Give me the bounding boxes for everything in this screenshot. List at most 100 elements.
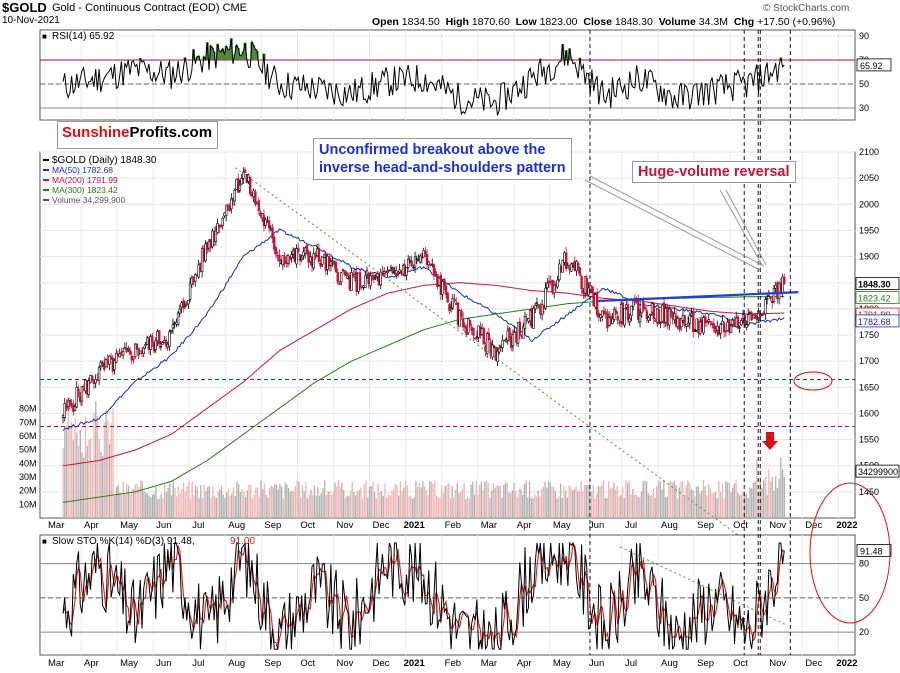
volume-bar xyxy=(675,484,677,518)
candle-body xyxy=(157,330,161,345)
candle-body xyxy=(312,253,315,269)
volume-bar xyxy=(513,483,515,518)
volume-bar xyxy=(250,484,252,518)
volume-bar xyxy=(422,481,424,518)
volume-bar xyxy=(578,491,581,518)
volume-bar xyxy=(246,490,248,518)
volume-bar xyxy=(658,479,660,518)
candle-body xyxy=(688,314,692,324)
volume-bar xyxy=(213,496,216,518)
candle-body xyxy=(317,248,321,262)
volume-bar xyxy=(713,492,715,518)
volume-bar xyxy=(453,497,455,518)
volume-bar xyxy=(356,491,359,518)
volume-bar xyxy=(103,422,106,518)
volume-bar xyxy=(601,484,603,518)
sto-x-month-label: Jul xyxy=(625,658,637,669)
candle-body xyxy=(626,304,630,321)
volume-bar xyxy=(179,493,181,518)
volume-bar xyxy=(632,488,634,518)
x-month-label: Nov xyxy=(769,520,786,531)
volume-bar xyxy=(575,486,577,518)
candle-body xyxy=(144,344,147,347)
volume-bar xyxy=(465,498,467,518)
candle-body xyxy=(224,204,228,216)
volume-bar xyxy=(67,410,69,518)
candle-body xyxy=(63,403,66,418)
watermark: © StockCharts.com xyxy=(763,3,850,14)
candle-body xyxy=(336,272,339,283)
candle-body xyxy=(70,402,73,407)
volume-bar xyxy=(435,495,438,518)
volume-bar xyxy=(568,485,570,518)
candle-body xyxy=(221,217,224,226)
candle-body xyxy=(693,330,697,332)
candle-body xyxy=(441,281,444,295)
volume-bar xyxy=(281,486,283,518)
volume-bar xyxy=(110,423,112,518)
volume-bar xyxy=(551,486,553,518)
y-tick-label: 20 xyxy=(859,627,869,637)
volume-bar xyxy=(602,480,605,518)
volume-bar xyxy=(411,498,414,518)
candle-body xyxy=(386,271,389,273)
candle-body xyxy=(647,317,650,321)
candle-body xyxy=(467,318,470,334)
candle-body xyxy=(558,263,561,281)
y-tick-label: 2100 xyxy=(859,147,879,157)
candle-body xyxy=(427,261,431,266)
exchange-label: CME xyxy=(222,2,248,14)
candle-body xyxy=(374,277,377,279)
y-tick-label: 1650 xyxy=(859,382,879,392)
volume-bar xyxy=(609,488,612,518)
volume-bar xyxy=(198,498,200,518)
volume-bar xyxy=(582,490,584,518)
volume-bar xyxy=(408,496,410,518)
volume-bar xyxy=(365,480,367,518)
candle-body xyxy=(97,367,101,381)
volume-bar xyxy=(723,498,725,518)
volume-bar xyxy=(256,487,259,518)
volume-bar xyxy=(590,491,593,518)
volume-bar xyxy=(460,492,462,518)
candle-body xyxy=(164,339,168,347)
volume-bar xyxy=(244,496,247,518)
sto-current-label: 91.48 xyxy=(860,546,883,556)
y-tick-label: 1900 xyxy=(859,252,879,262)
volume-bar xyxy=(141,481,143,518)
volume-bar xyxy=(485,480,488,518)
symbol-title: $GOLD xyxy=(2,0,47,15)
volume-bar xyxy=(399,481,402,518)
x-month-label: Sep xyxy=(697,520,714,531)
volume-bar xyxy=(165,492,168,518)
breakout-pointer xyxy=(584,179,761,271)
sunshine-profits-logo: SunshineProfits.com xyxy=(57,121,219,149)
volume-bar xyxy=(167,488,169,518)
logo-part-red: Sunshine xyxy=(62,124,130,141)
right-value-box xyxy=(855,464,900,478)
volume-bar xyxy=(325,494,328,518)
rsi-title: RSI(14) 65.92 xyxy=(52,31,115,42)
volume-bar xyxy=(577,490,579,518)
volume-bar xyxy=(143,491,145,518)
reversal-pointer xyxy=(719,189,763,266)
candle-body xyxy=(298,254,302,261)
volume-bar xyxy=(511,490,513,518)
volume-bar xyxy=(716,497,718,518)
volume-bar xyxy=(587,484,589,518)
volume-bar xyxy=(523,483,526,518)
rsi-line xyxy=(62,38,785,116)
volume-bar xyxy=(711,493,713,518)
x-month-label: Jun xyxy=(589,520,604,531)
volume-bar xyxy=(625,479,627,518)
candle-body xyxy=(396,272,400,275)
volume-bar xyxy=(370,486,372,518)
volume-bar xyxy=(637,496,639,518)
volume-bar xyxy=(79,429,81,518)
volume-bar xyxy=(604,497,606,518)
volume-bar xyxy=(76,432,78,518)
candle-body xyxy=(704,316,707,323)
volume-bar xyxy=(196,487,198,518)
volume-y-tick: 80M xyxy=(19,404,37,414)
volume-bar xyxy=(229,495,231,518)
